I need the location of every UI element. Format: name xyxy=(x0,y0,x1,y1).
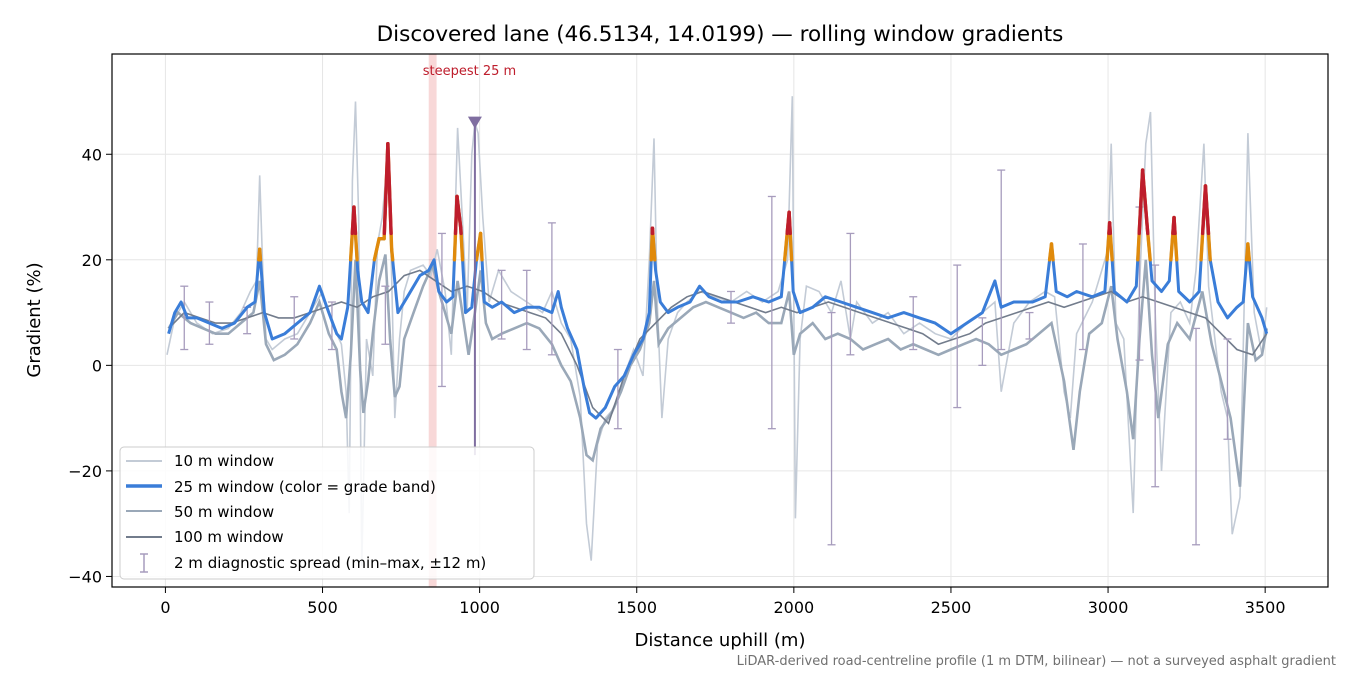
steepest-span-label: steepest 25 m xyxy=(423,64,516,79)
diagnostic-spread-bar xyxy=(497,269,506,340)
y-tick-label: −40 xyxy=(68,567,102,586)
diagnostic-spread-bar xyxy=(290,296,299,340)
grade-band-red-segment xyxy=(1203,184,1211,236)
y-tick-label: 0 xyxy=(92,356,102,375)
diagnostic-spread-bar xyxy=(726,290,735,324)
y-tick-label: 40 xyxy=(82,145,102,164)
y-tick-label: −20 xyxy=(68,462,102,481)
x-tick-label: 2500 xyxy=(931,598,972,617)
plot-area xyxy=(166,96,1269,566)
grade-band-red-segment xyxy=(1107,221,1113,236)
grade-band-red-segment xyxy=(352,205,358,236)
steepest-span-highlight xyxy=(428,54,437,587)
diagnostic-spread-bar xyxy=(827,311,836,546)
y-tick-label: 20 xyxy=(82,251,102,270)
footnote: LiDAR-derived road-centreline profile (1… xyxy=(737,654,1336,669)
legend-box xyxy=(119,446,535,580)
diagnostic-spread-bar xyxy=(180,285,189,351)
diagnostic-spread-bar xyxy=(1223,338,1232,440)
diagnostic-spread-bar xyxy=(978,317,987,367)
chart-title: Discovered lane (46.5134, 14.0199) — rol… xyxy=(377,22,1064,47)
grade-band-red-segment xyxy=(386,142,393,236)
x-tick-label: 0 xyxy=(160,598,170,617)
diagnostic-spread-bar xyxy=(1025,311,1034,340)
diagnostic-spread-bar xyxy=(327,301,336,351)
diagnostic-spread-bar xyxy=(437,232,446,388)
diagnostic-spread-bar xyxy=(846,232,855,356)
legend-label-100m: 100 m window xyxy=(174,528,284,546)
legend: 10 m window 25 m window (color = grade b… xyxy=(119,446,535,580)
diagnostic-spread-bar xyxy=(381,285,390,345)
diagnostic-spread-bar xyxy=(997,169,1006,351)
legend-label-50m: 50 m window xyxy=(174,503,274,521)
x-axis: 0 500 1000 1500 2000 2500 3000 3500 xyxy=(160,587,1286,617)
diagnostic-spread-bar xyxy=(953,264,962,409)
x-tick-label: 2000 xyxy=(773,598,814,617)
series-line-25m xyxy=(167,142,1269,420)
x-axis-label: Distance uphill (m) xyxy=(635,630,806,651)
series-line-100m xyxy=(168,269,1268,425)
grade-band-red-segment xyxy=(787,210,792,236)
marker-triangle xyxy=(467,116,482,129)
grade-band-orange-segment xyxy=(389,247,395,262)
series-line-50m xyxy=(167,254,1268,487)
diagnostic-spread-bar xyxy=(909,296,918,351)
grade-band-orange-segment xyxy=(478,231,484,262)
diagnostic-spread-bar xyxy=(1078,243,1087,351)
diagnostic-spread-bar xyxy=(767,195,776,430)
legend-label-10m: 10 m window xyxy=(174,452,274,470)
grade-band-orange-segment xyxy=(1049,242,1055,262)
diagnostic-spread-bar xyxy=(613,348,622,430)
diagnostic-spread-bar xyxy=(1151,264,1160,488)
grade-band-red-segment xyxy=(455,194,463,230)
diagnostic-spread-bar xyxy=(1192,327,1201,546)
diagnostic-spread-bar xyxy=(547,222,556,356)
legend-label-25m: 25 m window (color = grade band) xyxy=(174,478,436,496)
y-axis-label: Gradient (%) xyxy=(24,262,45,377)
diagnostic-spread-bar xyxy=(522,269,531,351)
x-tick-label: 3500 xyxy=(1245,598,1286,617)
x-tick-label: 1000 xyxy=(459,598,500,617)
x-tick-label: 1500 xyxy=(616,598,657,617)
axes-frame xyxy=(111,53,1329,588)
grade-band-red-segment xyxy=(1172,215,1177,236)
legend-swatch-spread xyxy=(140,553,148,573)
series-line-10m xyxy=(166,96,1268,566)
x-tick-label: 3000 xyxy=(1088,598,1129,617)
x-tick-label: 500 xyxy=(307,598,338,617)
y-axis: −40 −20 0 20 40 xyxy=(68,145,112,586)
grade-band-orange-segment xyxy=(1246,242,1251,262)
grade-band-orange-segment xyxy=(372,237,381,262)
legend-label-spread: 2 m diagnostic spread (min–max, ±12 m) xyxy=(174,554,486,572)
grade-band-red-segment xyxy=(1140,168,1150,230)
grade-band-orange-segment xyxy=(257,247,263,262)
